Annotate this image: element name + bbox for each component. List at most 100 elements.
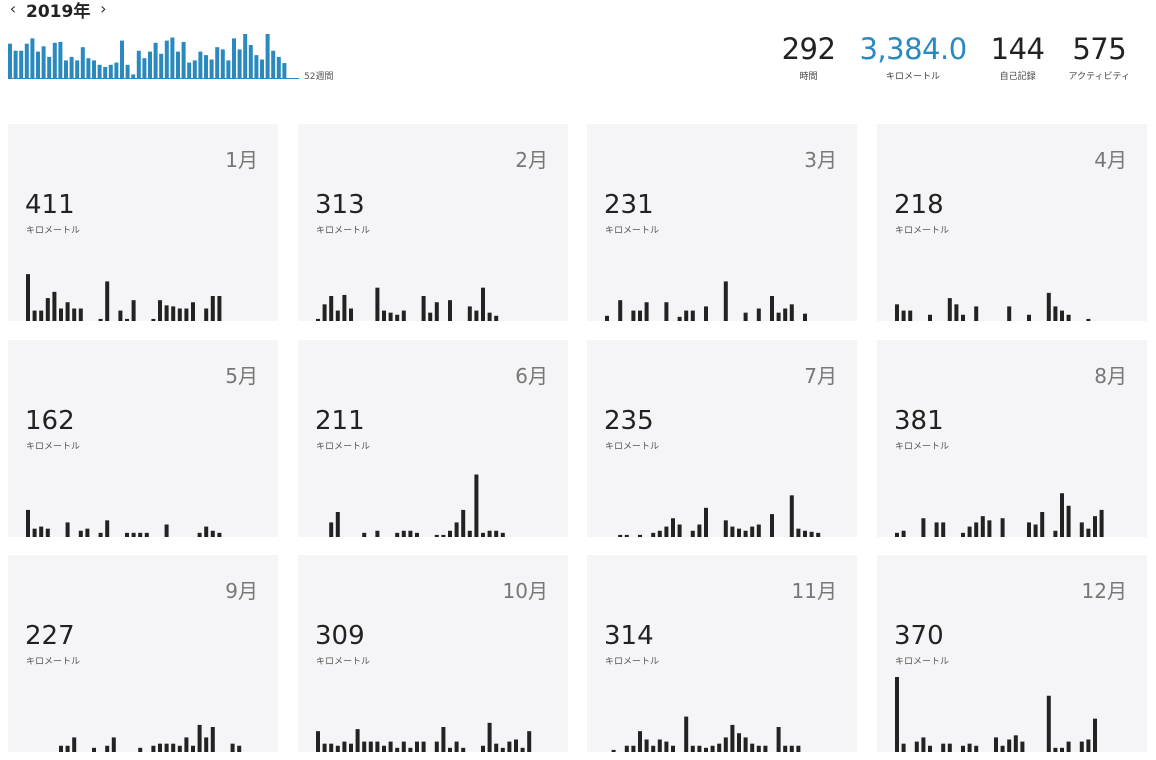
daily-bar [335, 512, 340, 537]
daily-bar [704, 747, 708, 752]
weekly-bar[interactable] [41, 46, 46, 78]
daily-bar [448, 747, 452, 752]
weekly-bar[interactable] [8, 43, 12, 78]
daily-chart [618, 495, 821, 537]
weekly-bar[interactable] [198, 51, 203, 78]
daily-bar [1027, 314, 1031, 321]
daily-bar [467, 530, 472, 537]
prev-year-button[interactable]: ‹ [6, 0, 20, 19]
daily-bar [1020, 741, 1025, 752]
daily-bar [197, 724, 202, 752]
weekly-bar[interactable] [170, 37, 175, 78]
month-distance: 381 [894, 406, 944, 436]
month-card[interactable]: 7月 235 キロメートル [587, 340, 857, 537]
weekly-bar[interactable] [69, 56, 74, 78]
daily-bar [730, 526, 735, 537]
month-card[interactable]: 9月 227 キロメートル [8, 555, 278, 752]
daily-bar [756, 524, 761, 537]
weekly-bar[interactable] [232, 38, 236, 78]
weekly-bar[interactable] [103, 67, 108, 78]
daily-bar [677, 316, 682, 321]
chevron-left-icon: ‹ [9, 0, 17, 18]
weekly-bar[interactable] [86, 58, 91, 78]
weekly-bar[interactable] [64, 60, 68, 78]
weekly-bar[interactable] [47, 56, 52, 78]
daily-bar [204, 737, 209, 752]
month-card[interactable]: 11月 314 キロメートル [587, 555, 857, 752]
weekly-bar[interactable] [52, 42, 57, 78]
daily-bar [618, 534, 623, 537]
weekly-bar[interactable] [181, 41, 186, 78]
weekly-bar[interactable] [142, 58, 147, 78]
daily-chart [895, 677, 1097, 752]
weekly-bar[interactable] [187, 62, 192, 78]
weekly-bar[interactable] [282, 63, 287, 78]
weekly-bar[interactable] [114, 62, 119, 78]
weekly-bar[interactable] [153, 42, 158, 78]
weekly-bar[interactable] [192, 60, 197, 78]
weekly-bar[interactable] [215, 47, 220, 78]
weekly-bar[interactable] [176, 51, 180, 78]
daily-bar [737, 528, 741, 537]
daily-bar [961, 314, 965, 321]
weekly-bar[interactable] [248, 45, 253, 78]
weekly-bar[interactable] [92, 60, 96, 78]
daily-bar [382, 745, 386, 752]
weekly-bar[interactable] [108, 64, 113, 78]
weekly-bar[interactable] [243, 34, 248, 78]
next-year-button[interactable]: › [96, 0, 110, 19]
weekly-bar[interactable] [254, 55, 259, 78]
weekly-bar[interactable] [276, 56, 281, 78]
weekly-bar[interactable] [237, 49, 242, 78]
weekly-bar[interactable] [97, 64, 102, 78]
month-label: 10月 [502, 579, 548, 603]
month-card[interactable]: 5月 162 キロメートル [8, 340, 278, 537]
weekly-bar[interactable] [220, 49, 225, 78]
weekly-bar[interactable] [30, 38, 35, 78]
month-card[interactable]: 4月 218 キロメートル [877, 124, 1147, 321]
weekly-bar[interactable] [226, 60, 231, 78]
daily-bar [72, 737, 77, 752]
weekly-bar[interactable] [209, 59, 214, 78]
weekly-bar[interactable] [75, 60, 80, 78]
weekly-bar[interactable] [13, 50, 18, 78]
weekly-bar[interactable] [58, 41, 63, 78]
month-card[interactable]: 10月 309 キロメートル [298, 555, 568, 752]
daily-bar [125, 318, 129, 321]
weekly-bar[interactable] [148, 51, 152, 78]
weekly-bar[interactable] [80, 47, 85, 78]
weekly-bar[interactable] [204, 55, 208, 78]
month-unit: キロメートル [605, 657, 660, 667]
weekly-bar[interactable] [136, 50, 141, 78]
daily-bar [65, 522, 70, 537]
daily-bar [1053, 747, 1058, 752]
month-card[interactable]: 2月 313 キロメートル [298, 124, 568, 321]
weekly-bar[interactable] [164, 40, 169, 78]
daily-bar [901, 530, 906, 537]
month-card[interactable]: 12月 370 キロメートル [877, 555, 1147, 752]
daily-bar [697, 745, 702, 752]
daily-bar [487, 312, 492, 321]
weekly-bar[interactable] [159, 53, 164, 78]
weekly-bar[interactable] [265, 34, 270, 78]
weekly-bar[interactable] [131, 74, 136, 78]
month-card[interactable]: 3月 231 キロメートル [587, 124, 857, 321]
daily-bar [375, 287, 380, 321]
daily-bar [415, 741, 419, 752]
weekly-bar[interactable] [19, 50, 24, 78]
weekly-bar[interactable] [125, 64, 130, 78]
weekly-bar[interactable] [260, 59, 264, 78]
month-card[interactable]: 1月 411 キロメートル [8, 124, 278, 321]
daily-bar [743, 530, 748, 537]
daily-bar [507, 741, 512, 752]
weekly-bar[interactable] [271, 50, 276, 78]
total-label: 時間 [799, 72, 818, 82]
weekly-bar[interactable] [36, 51, 40, 78]
daily-bar [428, 312, 433, 321]
daily-bar [624, 534, 629, 537]
month-card[interactable]: 8月 381 キロメートル [877, 340, 1147, 537]
weekly-bar[interactable] [24, 43, 29, 78]
daily-bar [474, 310, 479, 321]
month-card[interactable]: 6月 211 キロメートル [298, 340, 568, 537]
weekly-bar[interactable] [120, 40, 124, 78]
